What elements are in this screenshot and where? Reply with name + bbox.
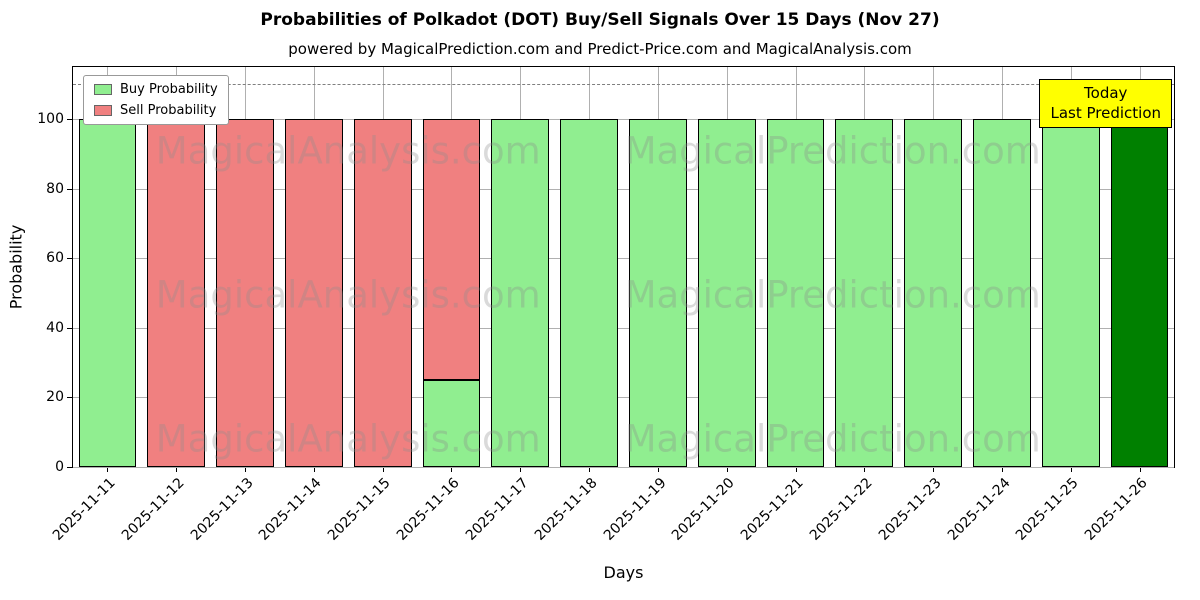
x-tick-label: 2025-11-20	[669, 475, 739, 544]
y-axis-label: Probability	[6, 224, 26, 310]
gridline-horizontal	[73, 467, 1174, 468]
x-tick-label: 2025-11-12	[118, 475, 188, 544]
x-tick-mark	[589, 467, 591, 472]
buy-bar	[1110, 119, 1169, 467]
threshold-dashed-line	[73, 84, 1174, 86]
today-annotation-line2: Last Prediction	[1050, 104, 1161, 123]
y-tick-mark	[67, 467, 73, 468]
x-tick-mark	[864, 467, 866, 472]
x-tick-label: 2025-11-18	[531, 475, 601, 544]
x-tick-label: 2025-11-26	[1082, 475, 1151, 544]
today-annotation: Today Last Prediction	[1039, 79, 1172, 128]
buy-bar	[904, 119, 963, 467]
x-tick-label: 2025-11-13	[187, 475, 257, 544]
x-tick-label: 2025-11-11	[49, 475, 119, 544]
x-tick-mark	[382, 467, 384, 472]
sell-bar	[147, 119, 206, 467]
sell-swatch-icon	[94, 105, 112, 116]
watermark-text: MagicalAnalysis.com	[155, 417, 541, 461]
watermark-text: MagicalAnalysis.com	[155, 129, 541, 173]
y-tick-label: 60	[46, 250, 64, 267]
x-tick-mark	[726, 467, 728, 472]
sell-bar	[284, 119, 343, 467]
x-tick-mark	[176, 467, 178, 472]
sell-bar	[422, 119, 481, 381]
x-tick-mark	[520, 467, 522, 472]
legend-item-sell: Sell Probability	[94, 103, 218, 118]
legend-label-buy: Buy Probability	[120, 82, 218, 97]
x-tick-mark	[245, 467, 247, 472]
x-tick-label: 2025-11-19	[600, 475, 670, 544]
sell-bar	[216, 119, 274, 467]
x-tick-mark	[795, 467, 797, 472]
buy-bar	[422, 380, 481, 467]
gridline-horizontal	[73, 397, 1174, 399]
buy-bar	[766, 119, 825, 467]
legend-item-buy: Buy Probability	[94, 82, 218, 97]
gridline-horizontal	[73, 258, 1174, 260]
x-tick-mark	[451, 467, 453, 472]
gridline-horizontal	[73, 327, 1174, 329]
y-tick-mark	[67, 258, 73, 260]
x-tick-mark	[1139, 467, 1141, 472]
y-tick-label: 80	[46, 180, 64, 197]
x-tick-mark	[1070, 467, 1072, 472]
gridline-horizontal	[73, 188, 1174, 190]
legend-label-sell: Sell Probability	[120, 103, 217, 118]
x-tick-label: 2025-11-14	[256, 475, 326, 544]
buy-swatch-icon	[94, 84, 112, 95]
y-tick-mark	[67, 397, 73, 399]
y-tick-mark	[67, 327, 73, 329]
x-tick-mark	[313, 467, 315, 472]
plot-area: Buy Probability Sell Probability Today L…	[37, 66, 1175, 544]
buy-bar	[491, 119, 550, 467]
x-tick-label: 2025-11-15	[325, 475, 394, 544]
x-tick-label: 2025-11-24	[944, 475, 1014, 544]
x-tick-label: 2025-11-16	[393, 475, 463, 544]
chart-subtitle: powered by MagicalPrediction.com and Pre…	[288, 40, 912, 58]
y-tick-label: 0	[55, 459, 64, 475]
y-tick-label: 100	[37, 111, 64, 128]
x-tick-mark	[107, 467, 109, 472]
chart-title: Probabilities of Polkadot (DOT) Buy/Sell…	[260, 10, 940, 30]
buy-bar	[629, 119, 687, 467]
y-tick-mark	[67, 119, 73, 121]
x-tick-mark	[1001, 467, 1003, 472]
y-tick-label: 40	[46, 319, 64, 336]
x-tick-mark	[933, 467, 935, 472]
buy-bar	[78, 119, 137, 467]
gridline-horizontal	[73, 119, 1174, 121]
y-tick-label: 20	[46, 389, 64, 406]
x-tick-label: 2025-11-23	[875, 475, 945, 544]
x-tick-mark	[657, 467, 659, 472]
buy-bar	[697, 119, 756, 467]
buy-bar	[1041, 119, 1100, 467]
buy-bar	[835, 119, 894, 467]
legend: Buy Probability Sell Probability	[83, 75, 229, 125]
watermark-text: MagicalAnalysis.com	[155, 273, 541, 317]
x-tick-label: 2025-11-22	[806, 475, 876, 544]
today-annotation-line1: Today	[1084, 84, 1128, 102]
x-tick-label: 2025-11-21	[737, 475, 807, 544]
sell-bar	[353, 119, 412, 467]
x-tick-label: 2025-11-25	[1013, 475, 1083, 544]
buy-bar	[973, 119, 1031, 467]
x-tick-label: 2025-11-17	[462, 475, 532, 544]
y-tick-mark	[67, 188, 73, 190]
buy-bar	[560, 119, 618, 467]
x-axis-label: Days	[603, 563, 644, 582]
